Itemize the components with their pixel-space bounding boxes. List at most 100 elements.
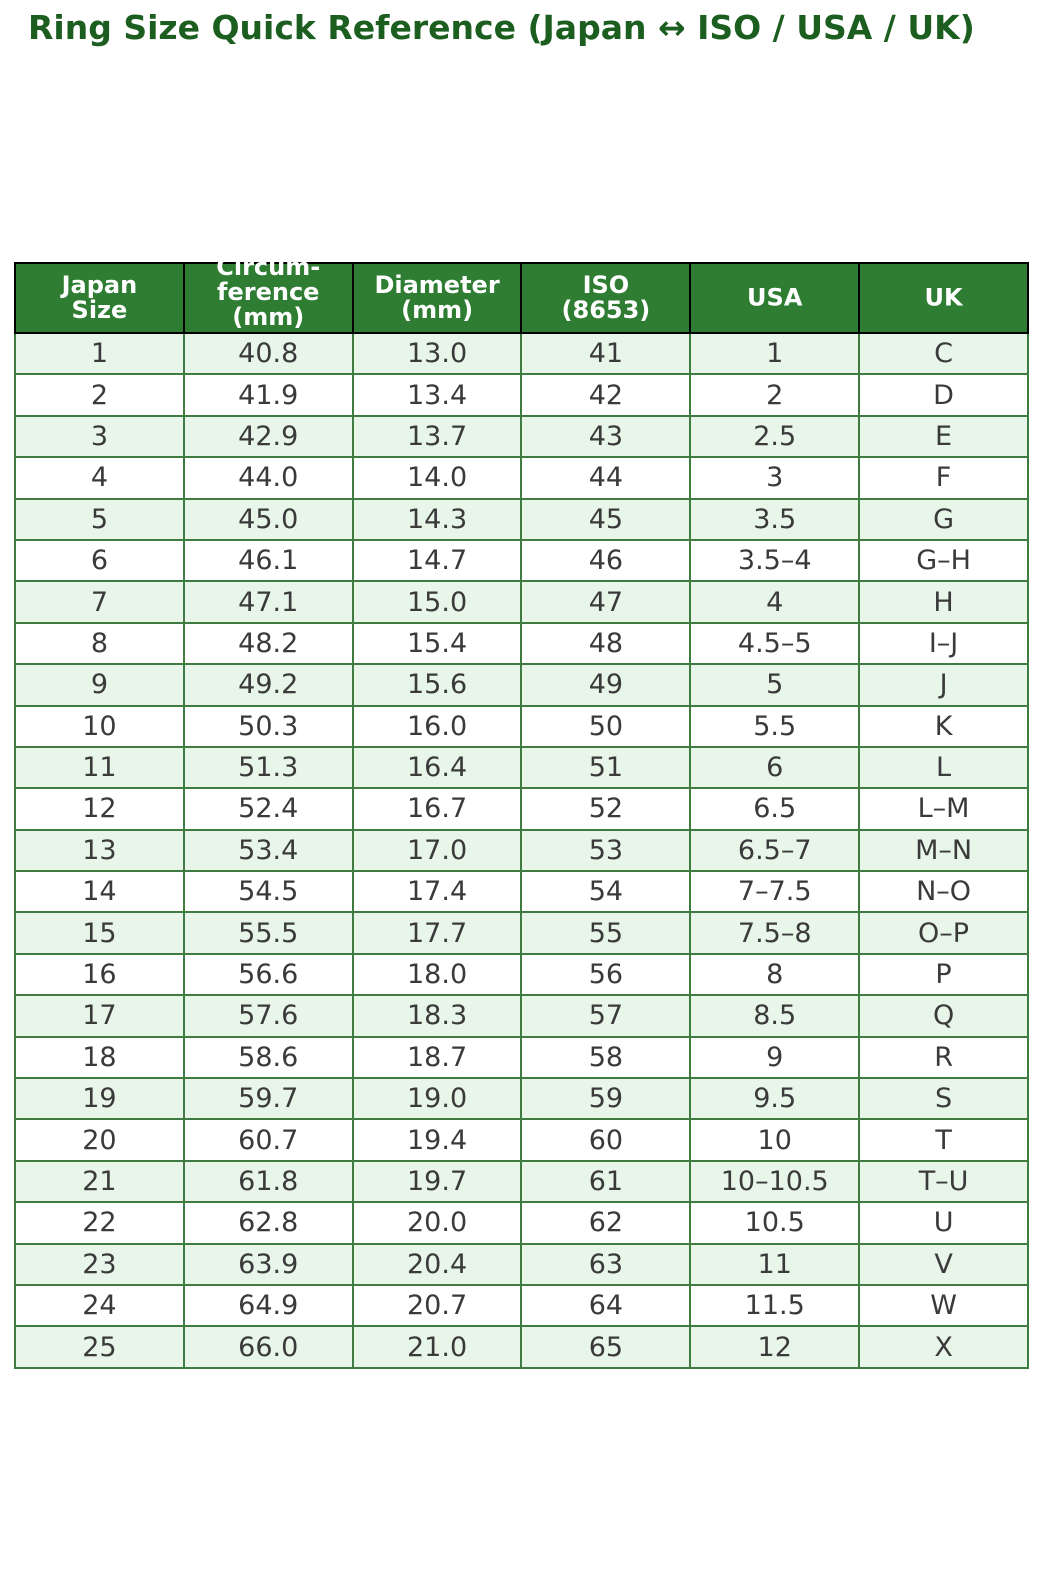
table-cell: 50.3 <box>182 704 354 748</box>
table-cell: 15.4 <box>351 621 523 666</box>
table-cell: 20.4 <box>351 1242 523 1286</box>
table-cell: 21.0 <box>351 1325 523 1369</box>
table-cell: 15.6 <box>351 663 523 707</box>
table-cell: 43 <box>520 414 692 459</box>
table-cell: 46 <box>520 538 692 583</box>
table-cell: 22 <box>14 1201 185 1245</box>
column-header-label: USA <box>747 283 803 312</box>
table-cell: L–M <box>858 787 1029 831</box>
table-cell: 12 <box>14 787 185 831</box>
table-cell: 6 <box>689 745 861 790</box>
table-cell: 7.5–8 <box>689 911 861 955</box>
table-row: 25 66.0 21.0 65 12 X <box>14 1325 1029 1369</box>
table-cell: 42.9 <box>182 414 354 459</box>
table-cell: M–N <box>858 828 1029 873</box>
column-header-circumference-mm: Circum- ference (mm) <box>182 255 354 334</box>
table-cell: 18.3 <box>351 994 523 1038</box>
table-cell: 55 <box>520 911 692 955</box>
table-cell: 49.2 <box>182 663 354 707</box>
table-cell: 19.7 <box>351 1159 523 1204</box>
table-cell: 6.5 <box>689 787 861 831</box>
table-cell: 10–10.5 <box>689 1159 861 1204</box>
table-cell: 58 <box>520 1035 692 1080</box>
table-cell: 10 <box>689 1118 861 1162</box>
table-cell: 16.0 <box>351 704 523 748</box>
table-cell: O–P <box>858 911 1029 955</box>
table-cell: 17.0 <box>351 828 523 873</box>
table-cell: 19 <box>14 1077 185 1121</box>
column-header-label: Japan Size <box>61 271 138 324</box>
table-cell: J <box>858 663 1029 707</box>
table-cell: 9 <box>14 663 185 707</box>
table-cell: 8 <box>689 952 861 997</box>
table-row: 21 61.8 19.7 61 10–10.5 T–U <box>14 1159 1029 1204</box>
table-cell: 10.5 <box>689 1201 861 1245</box>
table-cell: 2 <box>689 373 861 417</box>
table-cell: 58.6 <box>182 1035 354 1080</box>
table-row: 23 63.9 20.4 63 11 V <box>14 1242 1029 1286</box>
table-cell: G <box>858 497 1029 541</box>
table-cell: 63 <box>520 1242 692 1286</box>
table-cell: 17.4 <box>351 870 523 914</box>
table-cell: 48.2 <box>182 621 354 666</box>
table-cell: 13.0 <box>351 331 523 376</box>
table-cell: Q <box>858 994 1029 1038</box>
table-row: 11 51.3 16.4 51 6 L <box>14 745 1029 790</box>
table-cell: 15 <box>14 911 185 955</box>
table-row: 1 40.8 13.0 41 1 C <box>14 331 1029 376</box>
table-cell: 7–7.5 <box>689 870 861 914</box>
table-cell: 44.0 <box>182 456 354 500</box>
table-cell: 4 <box>689 580 861 624</box>
table-row: 14 54.5 17.4 54 7–7.5 N–O <box>14 870 1029 914</box>
table-cell: 51 <box>520 745 692 790</box>
table-row: 18 58.6 18.7 58 9 R <box>14 1035 1029 1080</box>
table-cell: K <box>858 704 1029 748</box>
table-row: 4 44.0 14.0 44 3 F <box>14 456 1029 500</box>
table-cell: 7 <box>14 580 185 624</box>
table-cell: 41 <box>520 331 692 376</box>
table-cell: T <box>858 1118 1029 1162</box>
table-cell: 57.6 <box>182 994 354 1038</box>
table-cell: 63.9 <box>182 1242 354 1286</box>
table-row: 16 56.6 18.0 56 8 P <box>14 952 1029 997</box>
table-cell: 3.5 <box>689 497 861 541</box>
table-cell: 1 <box>689 331 861 376</box>
table-cell: 9.5 <box>689 1077 861 1121</box>
column-header-diameter-mm: Diameter (mm) <box>351 262 523 334</box>
table-cell: 59.7 <box>182 1077 354 1121</box>
table-row: 7 47.1 15.0 47 4 H <box>14 580 1029 624</box>
table-cell: 61.8 <box>182 1159 354 1204</box>
table-cell: 40.8 <box>182 331 354 376</box>
table-cell: 10 <box>14 704 185 748</box>
table-cell: 64 <box>520 1283 692 1328</box>
table-cell: 16 <box>14 952 185 997</box>
table-cell: P <box>858 952 1029 997</box>
table-cell: 24 <box>14 1283 185 1328</box>
table-cell: 5.5 <box>689 704 861 748</box>
table-cell: 2.5 <box>689 414 861 459</box>
table-cell: 54.5 <box>182 870 354 914</box>
table-cell: 45 <box>520 497 692 541</box>
column-header-usa: USA <box>689 262 861 334</box>
table-row: 24 64.9 20.7 64 11.5 W <box>14 1283 1029 1328</box>
table-cell: 9 <box>689 1035 861 1080</box>
table-row: 6 46.1 14.7 46 3.5–4 G–H <box>14 538 1029 583</box>
table-cell: 8.5 <box>689 994 861 1038</box>
table-cell: 4.5–5 <box>689 621 861 666</box>
table-cell: L <box>858 745 1029 790</box>
table-cell: 23 <box>14 1242 185 1286</box>
table-row: 22 62.8 20.0 62 10.5 U <box>14 1201 1029 1245</box>
table-cell: 6 <box>14 538 185 583</box>
table-cell: 56 <box>520 952 692 997</box>
table-cell: 45.0 <box>182 497 354 541</box>
table-row: 20 60.7 19.4 60 10 T <box>14 1118 1029 1162</box>
table-cell: 57 <box>520 994 692 1038</box>
table-cell: 47.1 <box>182 580 354 624</box>
table-cell: 59 <box>520 1077 692 1121</box>
table-cell: 25 <box>14 1325 185 1369</box>
column-header-label: Diameter (mm) <box>374 271 500 324</box>
column-header-label: ISO (8653) <box>561 271 651 324</box>
page-title: Ring Size Quick Reference (Japan ↔ ISO /… <box>28 8 975 47</box>
table-cell: 18 <box>14 1035 185 1080</box>
table-cell: E <box>858 414 1029 459</box>
